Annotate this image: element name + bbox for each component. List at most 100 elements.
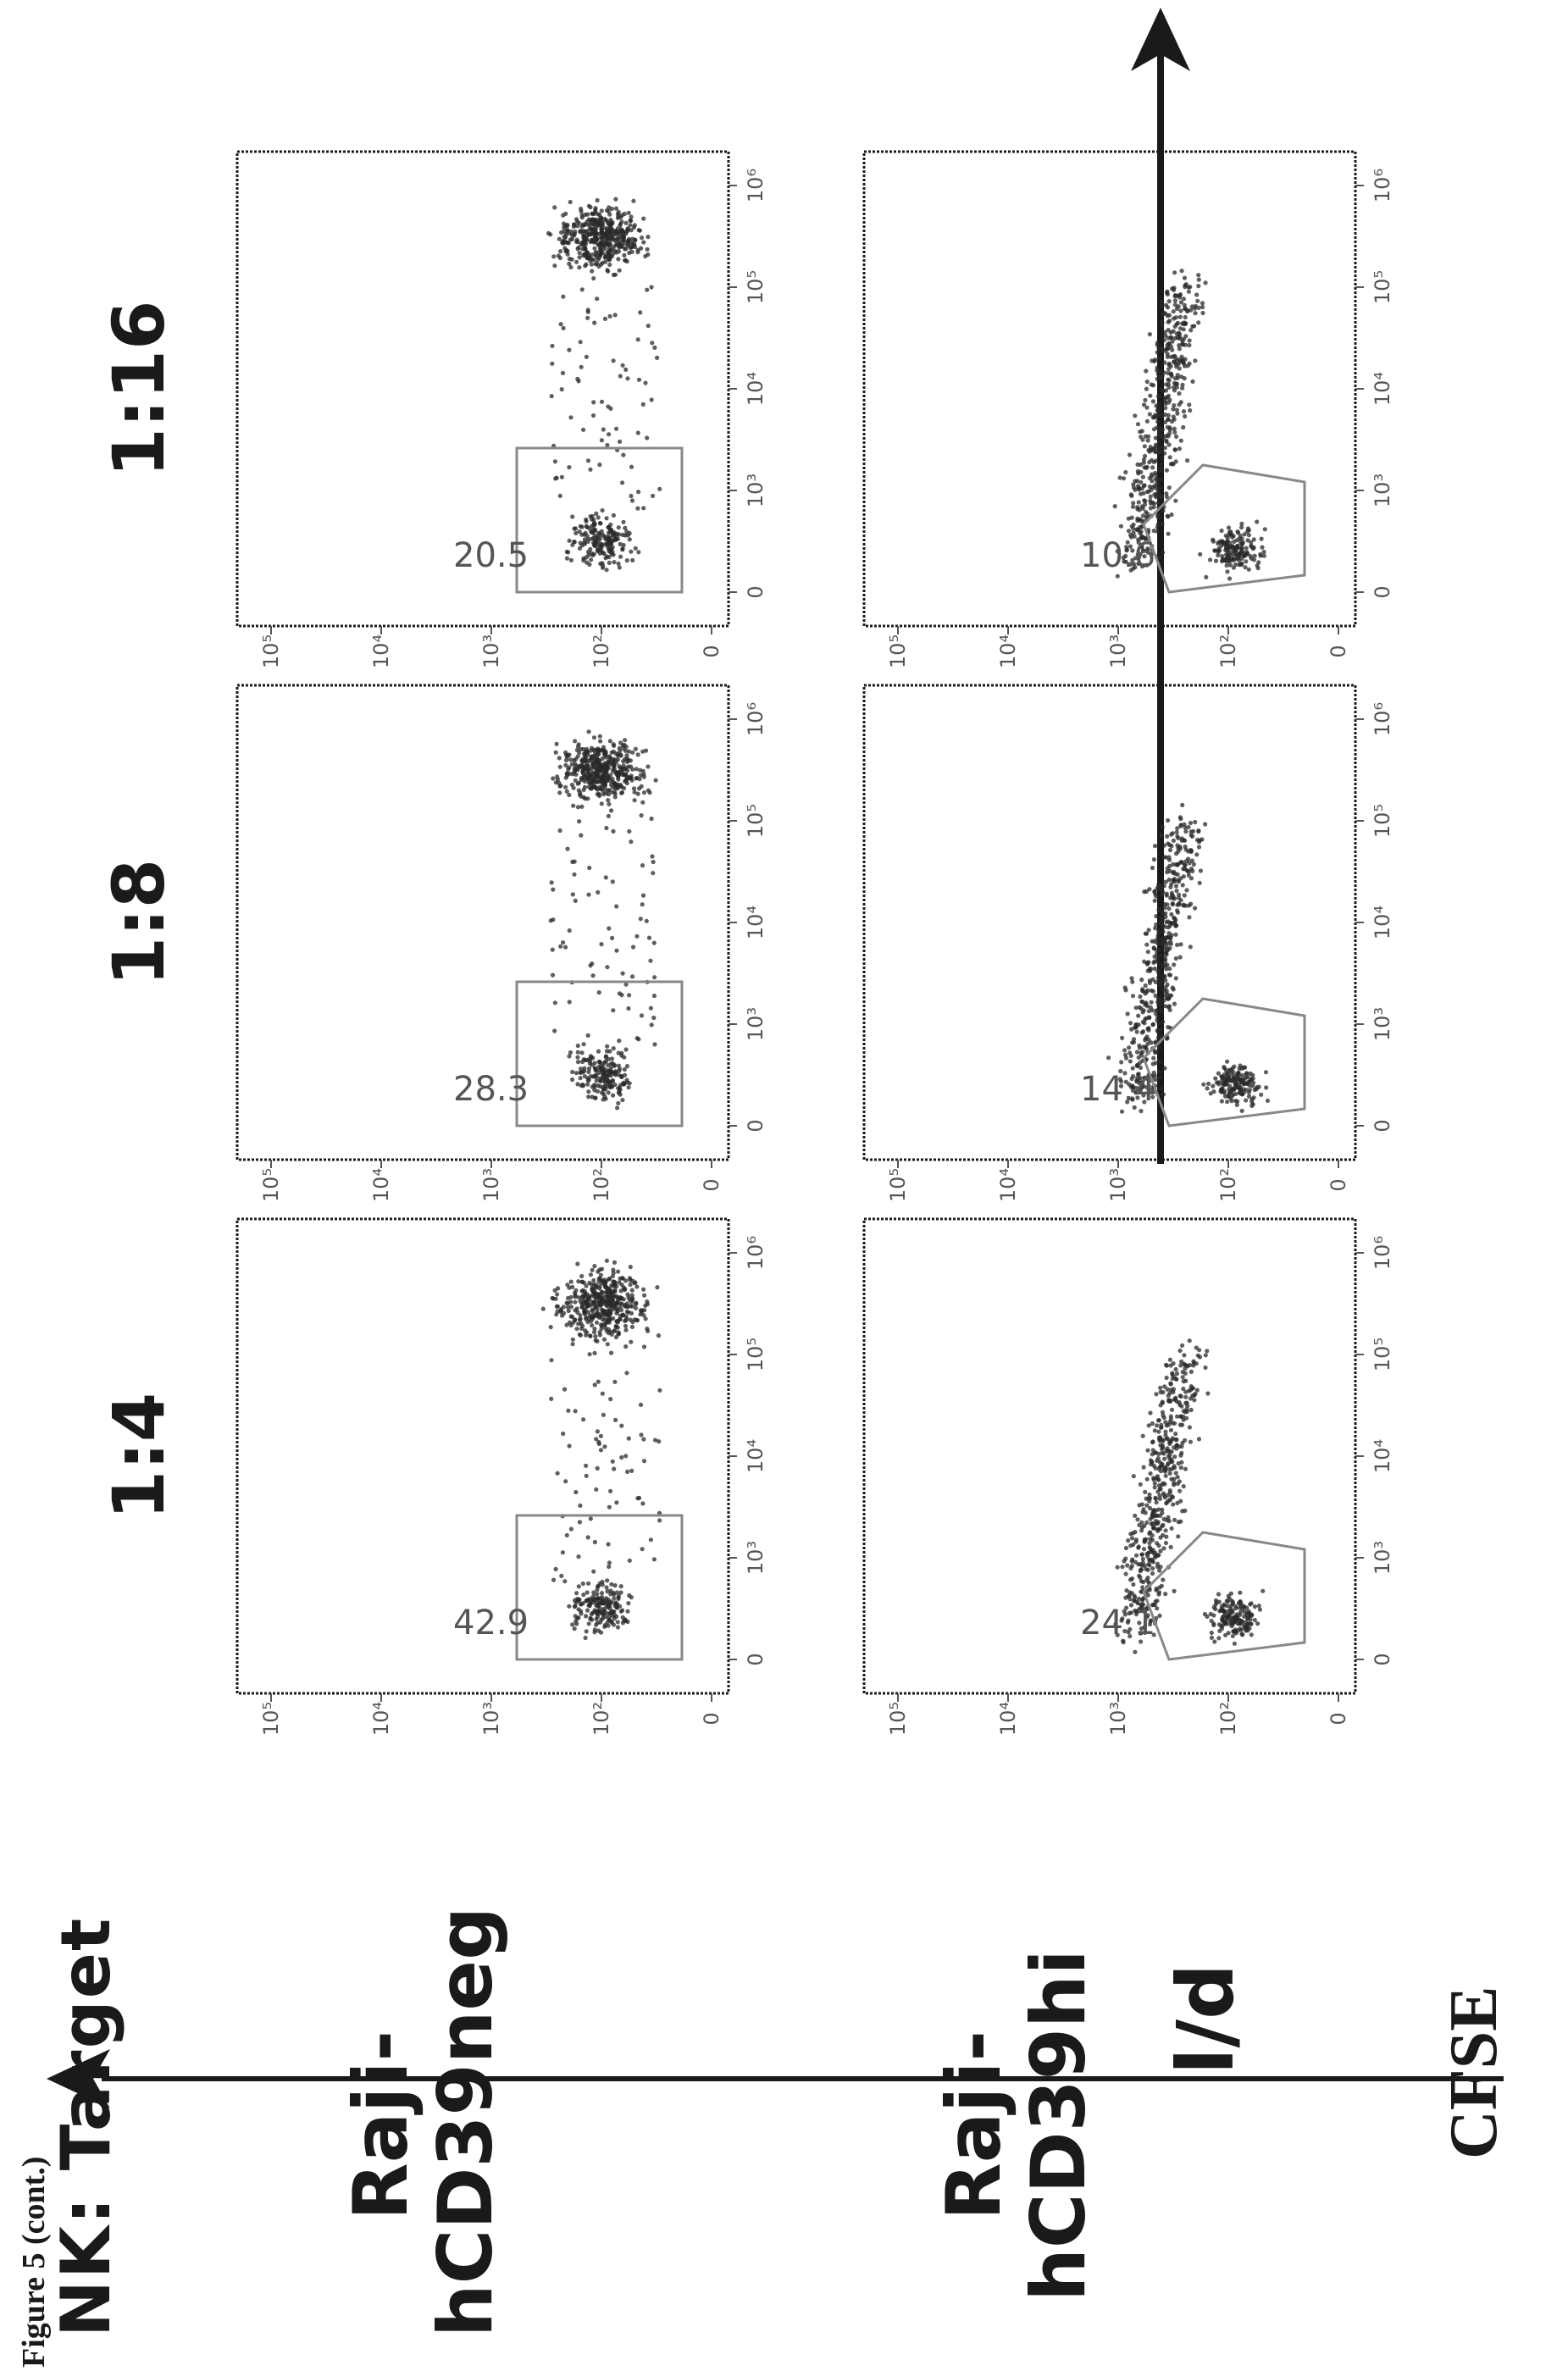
scatter-point: [1196, 320, 1201, 325]
scatter-point: [1154, 1392, 1159, 1397]
scatter-point: [1131, 501, 1136, 506]
scatter-point: [562, 1579, 568, 1584]
scatter-point: [1193, 311, 1198, 316]
scatter-point: [1196, 284, 1201, 289]
scatter-point: [592, 1350, 597, 1355]
scatter-point: [1173, 976, 1178, 981]
scatter-point: [1161, 1493, 1167, 1498]
scatter-point: [603, 1054, 609, 1059]
scatter-point: [1181, 409, 1187, 414]
scatter-point: [605, 442, 610, 448]
scatter-point: [582, 237, 587, 242]
scatter-point: [583, 766, 588, 771]
scatter-point: [558, 249, 563, 254]
tick-label: 10⁵: [259, 1168, 283, 1202]
scatter-point: [607, 432, 612, 437]
scatter-point: [635, 430, 640, 435]
scatter-point: [619, 790, 624, 795]
scatter-point: [1219, 528, 1224, 534]
scatter-point: [1166, 1422, 1172, 1427]
scatter-point: [613, 785, 618, 791]
scatter-point: [612, 1287, 618, 1292]
scatter-point: [1168, 1381, 1173, 1386]
scatter-point: [1156, 931, 1161, 936]
scatter-point: [1225, 1059, 1230, 1064]
scatter-point: [575, 1261, 580, 1266]
scatter-point: [595, 774, 600, 779]
tick-label: 10⁴: [369, 1702, 393, 1736]
scatter-point: [1148, 445, 1153, 450]
scatter-point: [597, 531, 603, 536]
scatter-point: [1183, 307, 1188, 312]
scatter-point: [1243, 565, 1248, 570]
scatter-point: [609, 538, 614, 544]
scatter-point: [1224, 1598, 1229, 1604]
scatter-point: [611, 1008, 616, 1013]
scatter-point: [1182, 893, 1187, 898]
scatter-point: [1151, 1463, 1156, 1468]
scatter-point: [1156, 450, 1161, 455]
scatter-point: [607, 249, 612, 254]
scatter-point: [623, 1047, 629, 1052]
scatter-point: [571, 224, 577, 230]
scatter-point: [1223, 543, 1229, 548]
scatter-point: [613, 1323, 618, 1329]
tick-label: 10⁴: [996, 1168, 1020, 1202]
scatter-point: [552, 1028, 557, 1033]
tick-label: 10⁴: [1371, 1439, 1394, 1473]
scatter-point: [561, 294, 566, 299]
scatter-point: [1261, 553, 1266, 558]
scatter-point: [1190, 379, 1195, 384]
scatter-point: [1171, 407, 1176, 412]
scatter-point: [1255, 563, 1260, 568]
scatter-point: [605, 1578, 610, 1583]
scatter-point: [601, 1066, 607, 1071]
scatter-point: [574, 1591, 579, 1596]
scatter-point: [595, 1592, 600, 1597]
scatter-point: [1141, 1465, 1146, 1470]
scatter-point: [599, 208, 604, 213]
scatter-point: [560, 370, 566, 375]
scatter-point: [614, 1500, 619, 1505]
scatter-point: [633, 546, 638, 551]
scatter-point: [601, 745, 607, 750]
gate-rectangle: [515, 446, 684, 594]
scatter-point: [618, 1296, 623, 1301]
scatter-point: [645, 324, 651, 329]
scatter-point: [616, 561, 621, 566]
scatter-point: [595, 197, 600, 203]
scatter-point: [1160, 455, 1165, 460]
scatter-point: [1183, 314, 1188, 320]
scatter-point: [1172, 1454, 1177, 1460]
gate-rectangle: [515, 980, 684, 1127]
scatter-point: [596, 1314, 601, 1319]
scatter-point: [549, 394, 554, 399]
scatter-point: [577, 251, 582, 256]
scatter-point: [574, 1621, 579, 1626]
scatter-point: [1185, 458, 1190, 463]
scatter-point: [1136, 500, 1141, 505]
scatter-point: [639, 1013, 645, 1018]
scatter-point: [609, 1056, 615, 1061]
scatter-point: [616, 777, 621, 782]
scatter-point: [1153, 993, 1158, 998]
scatter-point: [579, 364, 584, 369]
scatter-point: [1169, 1407, 1175, 1412]
scatter-point: [575, 247, 580, 252]
scatter-point: [1169, 911, 1174, 917]
scatter-point: [582, 1310, 587, 1316]
scatter-point: [1168, 1427, 1174, 1432]
scatter-point: [629, 1288, 634, 1293]
scatter-point: [1224, 562, 1229, 568]
scatter-point: [1142, 444, 1147, 449]
scatter-point: [1148, 1471, 1153, 1476]
scatter-point: [581, 1280, 587, 1285]
scatter-point: [1144, 1496, 1149, 1501]
gate-polygon: [1142, 463, 1306, 594]
scatter-point: [1179, 354, 1184, 359]
scatter-point: [1182, 320, 1187, 325]
scatter-point: [1122, 1048, 1128, 1053]
scatter-point: [1172, 1481, 1177, 1486]
scatter-point: [1254, 1087, 1259, 1092]
scatter-point: [1197, 839, 1202, 845]
